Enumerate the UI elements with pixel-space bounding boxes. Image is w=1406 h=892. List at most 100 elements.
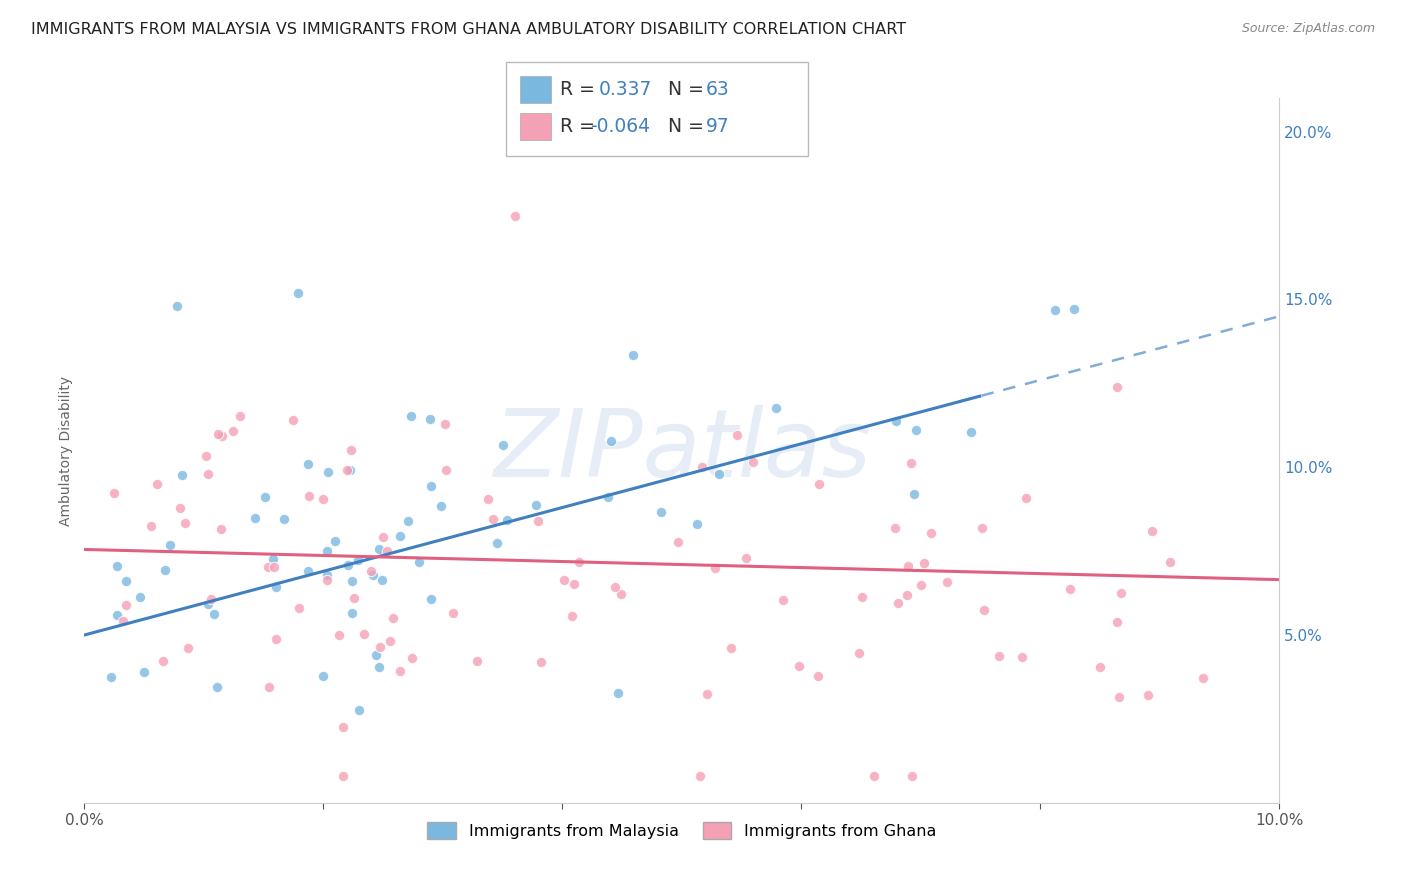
Point (389, 665, 412, 679)
Point (205, 680, 228, 694)
Text: IMMIGRANTS FROM MALAYSIA VS IMMIGRANTS FROM GHANA AMBULATORY DISABILITY CORRELAT: IMMIGRANTS FROM MALAYSIA VS IMMIGRANTS F… (31, 22, 905, 37)
Point (262, 551, 284, 566)
Point (229, 409, 252, 424)
Point (337, 558, 360, 573)
Point (666, 535, 689, 549)
Point (884, 415, 907, 429)
Point (311, 491, 333, 506)
Point (315, 573, 337, 587)
Point (910, 578, 932, 592)
Point (596, 490, 619, 504)
Point (1140, 524, 1163, 538)
Point (202, 607, 225, 622)
Point (434, 463, 457, 477)
Point (316, 567, 339, 582)
Point (689, 769, 711, 783)
Point (896, 559, 918, 574)
Point (353, 627, 375, 641)
Point (287, 601, 309, 615)
Point (373, 529, 395, 543)
Point (256, 559, 278, 574)
Text: N =: N = (650, 79, 710, 99)
Point (735, 550, 758, 565)
Point (900, 769, 922, 783)
Point (485, 536, 508, 550)
Point (972, 521, 994, 535)
Point (789, 659, 811, 673)
Point (155, 563, 177, 577)
Point (561, 609, 583, 624)
Point (524, 498, 547, 512)
Point (903, 487, 925, 501)
Point (378, 634, 401, 648)
Point (465, 654, 488, 668)
Point (492, 438, 515, 452)
Point (477, 492, 499, 507)
Point (245, 510, 267, 524)
Point (287, 285, 309, 300)
Point (100, 670, 122, 684)
Point (1105, 615, 1128, 629)
Point (772, 593, 794, 607)
Point (264, 632, 287, 646)
Point (141, 519, 163, 533)
Point (368, 640, 391, 655)
Point (315, 544, 337, 558)
Point (105, 608, 128, 623)
Point (707, 467, 730, 481)
Point (361, 568, 384, 582)
Point (605, 580, 627, 594)
Point (159, 538, 181, 552)
Point (599, 434, 621, 449)
Point (264, 580, 287, 594)
Point (650, 505, 672, 519)
Point (562, 577, 585, 591)
Point (905, 423, 928, 437)
Text: ZIPatlas: ZIPatlas (494, 405, 870, 496)
Point (360, 564, 382, 578)
Point (527, 515, 550, 529)
Point (253, 490, 276, 504)
Point (704, 561, 727, 575)
Point (401, 650, 423, 665)
Point (377, 544, 399, 558)
Point (863, 769, 886, 783)
Point (146, 476, 169, 491)
Point (686, 517, 709, 532)
Point (896, 588, 918, 602)
Point (1011, 649, 1033, 664)
Point (720, 640, 742, 655)
Point (328, 628, 350, 642)
Point (408, 555, 430, 569)
Point (197, 597, 219, 611)
Point (807, 669, 830, 683)
Legend: Immigrants from Malaysia, Immigrants from Ghana: Immigrants from Malaysia, Immigrants fro… (420, 815, 943, 846)
Point (114, 574, 136, 588)
Text: 63: 63 (706, 79, 730, 99)
Point (332, 769, 354, 783)
Point (297, 457, 319, 471)
Point (342, 607, 364, 621)
Point (420, 479, 443, 493)
Text: N =: N = (650, 117, 710, 136)
Point (530, 655, 553, 669)
Point (111, 614, 134, 628)
Text: 97: 97 (706, 117, 730, 136)
Text: 0.337: 0.337 (599, 79, 652, 99)
Point (340, 574, 363, 588)
Point (103, 486, 125, 500)
Point (332, 720, 354, 734)
Point (169, 500, 191, 515)
Point (343, 591, 366, 606)
Point (364, 648, 387, 662)
Point (257, 680, 280, 694)
Point (936, 575, 959, 590)
Point (495, 513, 517, 527)
Point (129, 591, 152, 605)
Point (1063, 301, 1085, 316)
Point (347, 552, 370, 566)
Point (281, 413, 304, 427)
Point (389, 529, 412, 543)
Point (419, 412, 441, 426)
Text: R =: R = (560, 117, 600, 136)
